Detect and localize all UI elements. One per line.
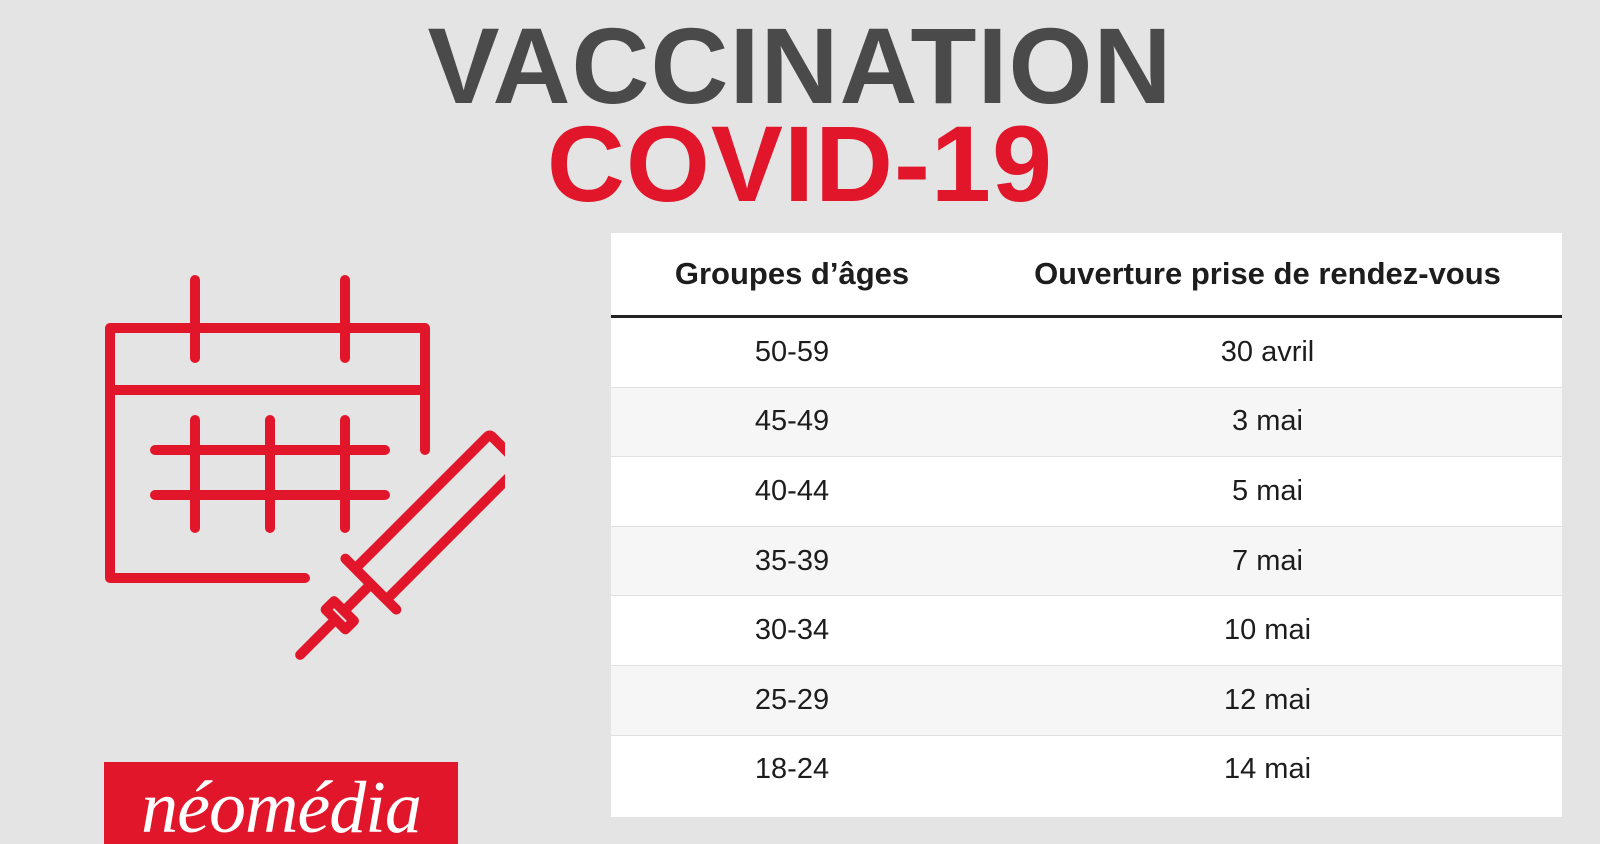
opening-date-cell: 14 mai: [1223, 753, 1312, 786]
age-group-cell: 35-39: [611, 526, 973, 597]
age-group-cell: 25-29: [611, 665, 973, 736]
table-row: 35-39 7 mai: [611, 526, 1562, 597]
header-age-groups: Groupes d’âges: [611, 233, 973, 318]
table-row: 18-24 14 mai: [611, 735, 1562, 804]
age-group-cell: 30-34: [611, 595, 973, 666]
calendar-syringe-icon: [105, 275, 505, 660]
table-header-row: Groupes d’âges Ouverture prise de rendez…: [611, 233, 1562, 318]
opening-date-cell: 5 mai: [973, 456, 1562, 527]
table-row: 45-49 3 mai: [611, 387, 1562, 458]
opening-date-cell: 3 mai: [973, 387, 1562, 458]
opening-date-cell: 30 avril: [973, 316, 1562, 388]
title-vaccination: VACCINATION: [427, 5, 1173, 126]
age-group-cell: 45-49: [611, 387, 973, 458]
opening-date-cell: 12 mai: [973, 665, 1562, 736]
age-group-cell: 50-59: [611, 316, 973, 388]
opening-date-cell: 7 mai: [973, 526, 1562, 597]
schedule-table: Groupes d’âges Ouverture prise de rendez…: [611, 233, 1562, 804]
age-group-cell: 18-24: [754, 753, 830, 786]
schedule-table-container: Groupes d’âges Ouverture prise de rendez…: [611, 233, 1562, 817]
header-opening-date: Ouverture prise de rendez-vous: [973, 233, 1562, 318]
opening-date-cell: 10 mai: [973, 595, 1562, 666]
table-row: 40-44 5 mai: [611, 456, 1562, 527]
table-row: 25-29 12 mai: [611, 665, 1562, 736]
neomedia-logo: néomédia: [104, 762, 458, 844]
age-group-cell: 40-44: [611, 456, 973, 527]
table-row: 50-59 30 avril: [611, 316, 1562, 388]
title-covid-19: COVID-19: [546, 103, 1054, 224]
table-row: 30-34 10 mai: [611, 595, 1562, 666]
